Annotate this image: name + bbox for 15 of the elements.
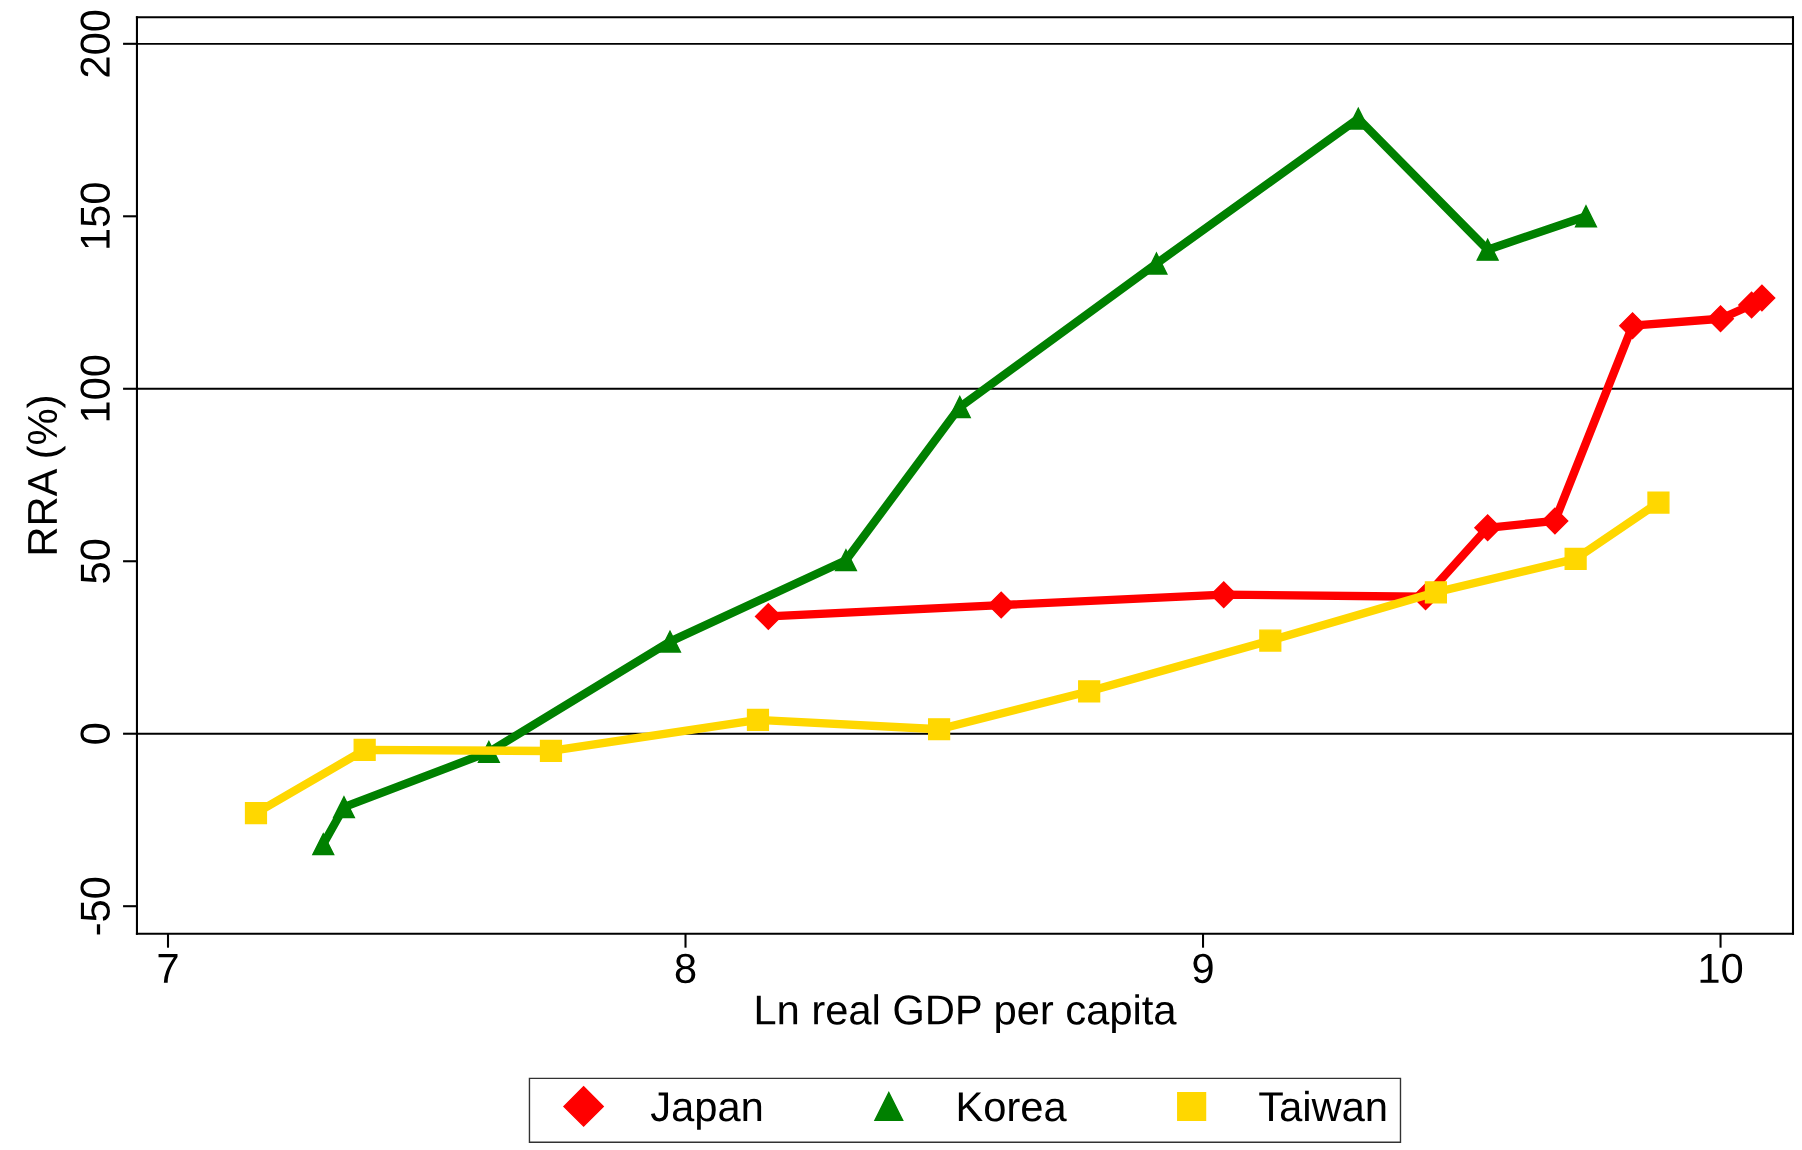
- x-axis-title: Ln real GDP per capita: [756, 994, 1177, 1034]
- y-tick-label: 0: [80, 723, 110, 744]
- y-tick-label: 150: [80, 183, 110, 248]
- x-tick-label: 8: [675, 953, 696, 984]
- legend-label: Taiwan: [1259, 1090, 1386, 1122]
- y-tick-label: -50: [80, 877, 110, 935]
- legend-label: Japan: [650, 1092, 762, 1130]
- y-axis-title: RRA (%): [26, 397, 66, 554]
- x-tick-label: 7: [158, 954, 178, 983]
- y-tick-label: 50: [80, 539, 110, 583]
- x-tick-label: 9: [1193, 953, 1213, 984]
- x-tick-label: 10: [1700, 953, 1743, 984]
- y-tick-label: 100: [80, 355, 110, 421]
- legend-label: Korea: [958, 1092, 1067, 1122]
- y-tick-label: 200: [80, 10, 110, 77]
